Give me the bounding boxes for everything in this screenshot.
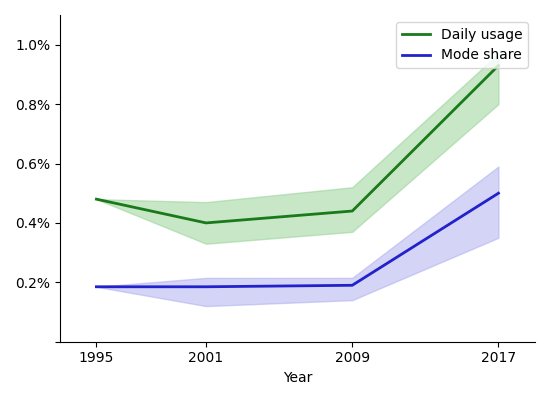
X-axis label: Year: Year	[283, 371, 312, 385]
Daily usage	[495, 63, 502, 68]
Legend: Daily usage, Mode share: Daily usage, Mode share	[397, 22, 528, 68]
Mode share	[349, 283, 355, 288]
Line: Daily usage: Daily usage	[96, 66, 498, 223]
Line: Mode share: Mode share	[96, 193, 498, 287]
Mode share	[93, 284, 100, 289]
Daily usage	[93, 197, 100, 202]
Mode share	[495, 191, 502, 196]
Mode share	[203, 284, 210, 289]
Daily usage	[203, 220, 210, 225]
Daily usage	[349, 209, 355, 214]
